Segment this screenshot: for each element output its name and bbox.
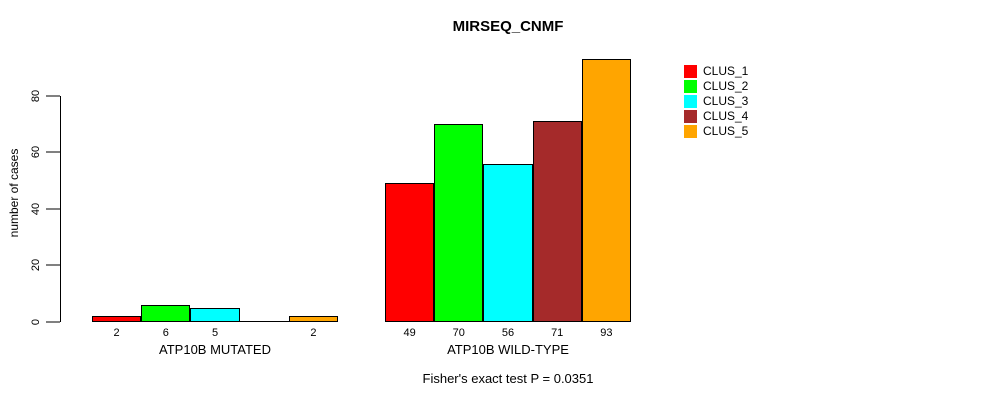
bar-value-label: 2 (113, 327, 120, 339)
legend-item: CLUS_1 (684, 64, 748, 79)
y-axis-line (60, 95, 61, 322)
legend-swatch (684, 65, 697, 78)
legend-swatch (684, 80, 697, 93)
legend-label: CLUS_5 (703, 124, 749, 138)
legend-item: CLUS_2 (684, 79, 748, 94)
group-label: ATP10B MUTATED (159, 342, 271, 357)
legend-item: CLUS_3 (684, 94, 748, 109)
y-tick-label: 80 (30, 89, 42, 102)
bar-clus_4-mutated (239, 321, 289, 322)
legend-item: CLUS_5 (684, 124, 748, 139)
legend-swatch (684, 125, 697, 138)
y-tick (46, 321, 60, 323)
y-tick-label: 0 (30, 318, 42, 326)
bar-value-label: 49 (403, 327, 416, 339)
bar-clus_4-wildtype (532, 121, 582, 322)
bar-clus_3-wildtype (483, 164, 533, 322)
bar-value-label: 93 (600, 327, 613, 339)
bar-clus_3-mutated (190, 308, 240, 322)
bar-clus_5-wildtype (581, 59, 631, 322)
bar-value-label: 70 (452, 327, 465, 339)
legend-swatch (684, 95, 697, 108)
bar-clus_2-mutated (141, 305, 191, 322)
legend: CLUS_1 CLUS_2 CLUS_3 CLUS_4 CLUS_5 (684, 64, 748, 139)
bar-clus_1-mutated (92, 316, 142, 322)
chart-title: MIRSEQ_CNMF (452, 18, 564, 35)
bar-value-label: 5 (211, 327, 219, 339)
y-tick-label: 20 (30, 259, 42, 272)
y-tick (46, 151, 60, 153)
legend-label: CLUS_2 (703, 79, 749, 93)
y-tick (46, 264, 60, 266)
legend-label: CLUS_3 (703, 94, 749, 108)
legend-label: CLUS_4 (703, 109, 749, 123)
bar-value-label: 56 (501, 327, 515, 339)
bar-clus_2-wildtype (434, 124, 484, 322)
y-tick (46, 208, 60, 210)
group-label: ATP10B WILD-TYPE (447, 342, 569, 357)
y-tick (46, 95, 60, 97)
bar-clus_5-mutated (288, 316, 338, 322)
legend-label: CLUS_1 (703, 64, 749, 78)
y-tick-label: 40 (30, 202, 42, 215)
y-tick-label: 60 (30, 146, 42, 159)
bar-value-label: 2 (310, 327, 317, 339)
annotation-text: Fisher's exact test P = 0.0351 (422, 371, 594, 386)
legend-swatch (684, 110, 697, 123)
bar-clus_1-wildtype (385, 183, 435, 322)
legend-item: CLUS_4 (684, 109, 748, 124)
bar-value-label: 71 (551, 327, 564, 339)
bar-value-label: 6 (162, 327, 169, 339)
